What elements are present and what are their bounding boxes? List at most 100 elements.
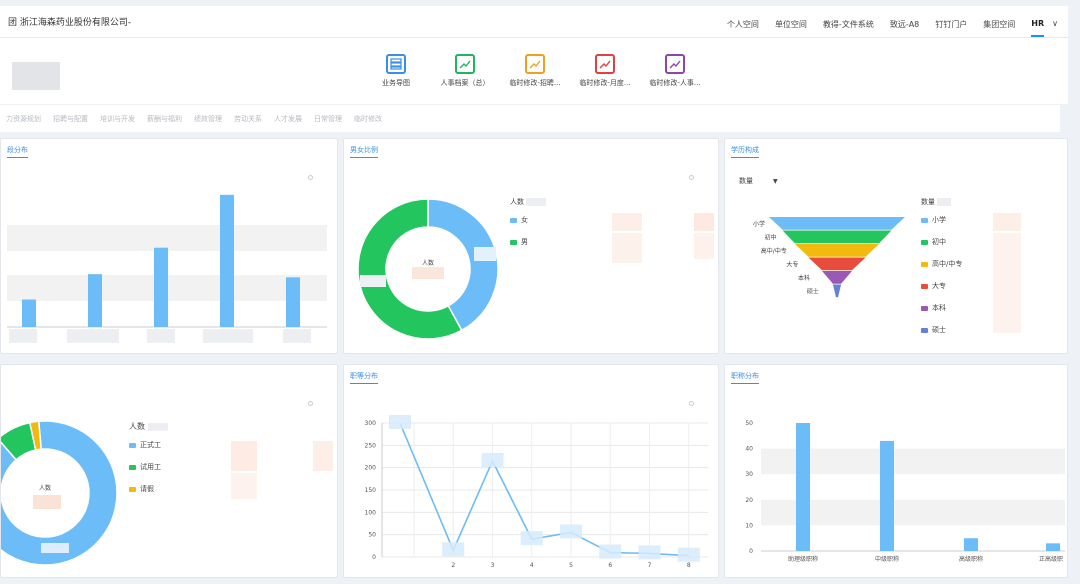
legend-item-master[interactable]: 硕士 (921, 325, 962, 335)
legend-title: 人数 (510, 197, 547, 207)
bar[interactable] (796, 423, 810, 551)
bar[interactable] (220, 194, 234, 327)
blurred-value (694, 213, 714, 231)
tab-labor-relations[interactable]: 劳动关系 (234, 115, 262, 123)
settings-icon[interactable] (308, 401, 313, 406)
bar[interactable] (154, 247, 168, 327)
data-point-label[interactable] (520, 531, 543, 546)
blurred-label (474, 247, 496, 261)
nav-hr[interactable]: HR (1031, 19, 1045, 37)
tab-training[interactable]: 培训与开发 (100, 115, 135, 123)
panel-gender-ratio: 男女比例 人数 人数 女 男 (343, 138, 719, 354)
metric-select[interactable]: 数量 ▼ (739, 177, 778, 185)
panel-title: 段分布 (7, 145, 28, 158)
funnel-label: 初中 (765, 234, 777, 242)
gender-donut-chart: 人数 (357, 198, 714, 340)
bar[interactable] (22, 299, 36, 327)
legend-item-senior[interactable]: 高中/中专 (921, 259, 962, 269)
funnel-segment[interactable] (782, 230, 892, 244)
nav-unit-space[interactable]: 单位空间 (774, 20, 807, 29)
settings-icon[interactable] (308, 175, 313, 180)
nav-group-space[interactable]: 集团空间 (983, 20, 1016, 29)
donut-slice[interactable] (28, 420, 42, 451)
blurred-value (694, 233, 714, 259)
legend-item-college[interactable]: 大专 (921, 281, 962, 291)
x-tick-label: 8 (687, 562, 691, 569)
data-point-label[interactable] (677, 547, 700, 562)
nav-dingtalk[interactable]: 钉钉门户 (935, 20, 968, 29)
funnel-label: 本科 (798, 274, 810, 282)
x-tick-label: 7 (648, 562, 652, 569)
donut-slice[interactable] (1, 420, 118, 566)
legend-item-probation[interactable]: 试用工 (129, 462, 168, 472)
data-point-label[interactable] (559, 524, 582, 539)
trend-icon (665, 54, 685, 74)
legend-item-primary[interactable]: 小学 (921, 215, 962, 225)
bar[interactable] (880, 440, 894, 551)
employment-donut-chart: 人数 (1, 420, 333, 566)
y-tick-label: 100 (365, 509, 377, 516)
tab-performance[interactable]: 绩效管理 (194, 115, 222, 123)
legend-item-bachelor[interactable]: 本科 (921, 303, 962, 313)
app-business-map[interactable]: 业务导图 (356, 54, 436, 88)
tab-recruitment[interactable]: 招聘与配置 (53, 115, 88, 123)
funnel-segment[interactable] (769, 217, 905, 230)
bar[interactable] (88, 274, 102, 327)
nav-personal-space[interactable]: 个人空间 (726, 20, 759, 29)
panel-age-distribution: 段分布 (0, 138, 338, 354)
donut-slice[interactable] (357, 198, 463, 340)
x-tick-label: 6 (608, 562, 612, 569)
data-point-label[interactable] (442, 542, 465, 557)
app-personnel-files[interactable]: 人事档案（总） (425, 54, 505, 88)
bar[interactable] (1046, 543, 1060, 551)
top-bar: 团 浙江海森药业股份有限公司- 个人空间 单位空间 教得-文件系统 致远-A8 … (0, 6, 1068, 38)
data-point-label[interactable] (389, 415, 411, 429)
data-point-label[interactable] (481, 452, 504, 467)
x-tick-label: 4 (530, 562, 534, 569)
bar[interactable] (964, 538, 978, 551)
settings-icon[interactable] (689, 175, 694, 180)
company-name[interactable]: 团 浙江海森药业股份有限公司- (8, 18, 132, 28)
data-point-label[interactable] (638, 545, 661, 560)
y-tick-label: 200 (365, 465, 377, 472)
bar[interactable] (286, 277, 300, 327)
tab-temp-edit[interactable]: 临时修改 (354, 115, 382, 123)
legend-item-junior[interactable]: 初中 (921, 237, 962, 247)
app-temp-monthly[interactable]: 临时修改-月度... (565, 54, 645, 88)
tab-talent-development[interactable]: 人才发展 (274, 115, 302, 123)
y-tick-label: 50 (745, 420, 753, 427)
funnel-segment[interactable] (808, 257, 866, 271)
funnel-segment[interactable] (794, 244, 880, 257)
nav-file-system[interactable]: 教得-文件系统 (822, 20, 874, 29)
donut-slice[interactable] (427, 198, 499, 332)
blurred-value (313, 441, 333, 471)
legend-title: 数量 (921, 197, 962, 207)
legend-item-female[interactable]: 女 (510, 215, 546, 225)
donut-center-label: 人数 (422, 259, 434, 267)
app-temp-recruit[interactable]: 临时修改-招聘... (495, 54, 575, 88)
panel-job-level: 职等分布 0 50 100 150 200 250 300 2 3 4 5 6 7 8 (343, 364, 719, 578)
blurred-value (231, 473, 257, 499)
legend-item-leave[interactable]: 请假 (129, 484, 168, 494)
legend-item-regular[interactable]: 正式工 (129, 440, 168, 450)
nav-a8[interactable]: 致远-A8 (889, 20, 920, 29)
funnel-segment[interactable] (832, 284, 842, 298)
top-nav: 个人空间 单位空间 教得-文件系统 致远-A8 钉钉门户 集团空间 HR ∨ (711, 19, 1058, 37)
y-tick-label: 30 (745, 471, 753, 478)
data-point-label[interactable] (599, 544, 622, 559)
tab-compensation[interactable]: 薪酬与福利 (147, 115, 182, 123)
blurred-label (41, 543, 69, 553)
trend-icon (525, 54, 545, 74)
tab-daily-management[interactable]: 日常管理 (314, 115, 342, 123)
app-temp-personnel[interactable]: 临时修改-人事... (635, 54, 715, 88)
blurred-tick-label (67, 329, 119, 343)
panel-education: 学历构成 数量 ▼ 小学 初中 高中/中专 大专 本科 硕士 数量 小学 初中 高中/中专 … (724, 138, 1068, 354)
age-bar-chart (7, 194, 327, 343)
chevron-down-icon[interactable]: ∨ (1052, 19, 1058, 28)
funnel-segment[interactable] (822, 271, 852, 284)
settings-icon[interactable] (689, 401, 694, 406)
y-tick-label: 10 (745, 522, 753, 529)
legend-item-male[interactable]: 男 (510, 237, 546, 247)
tab-hr-planning[interactable]: 力资源规划 (6, 115, 41, 123)
